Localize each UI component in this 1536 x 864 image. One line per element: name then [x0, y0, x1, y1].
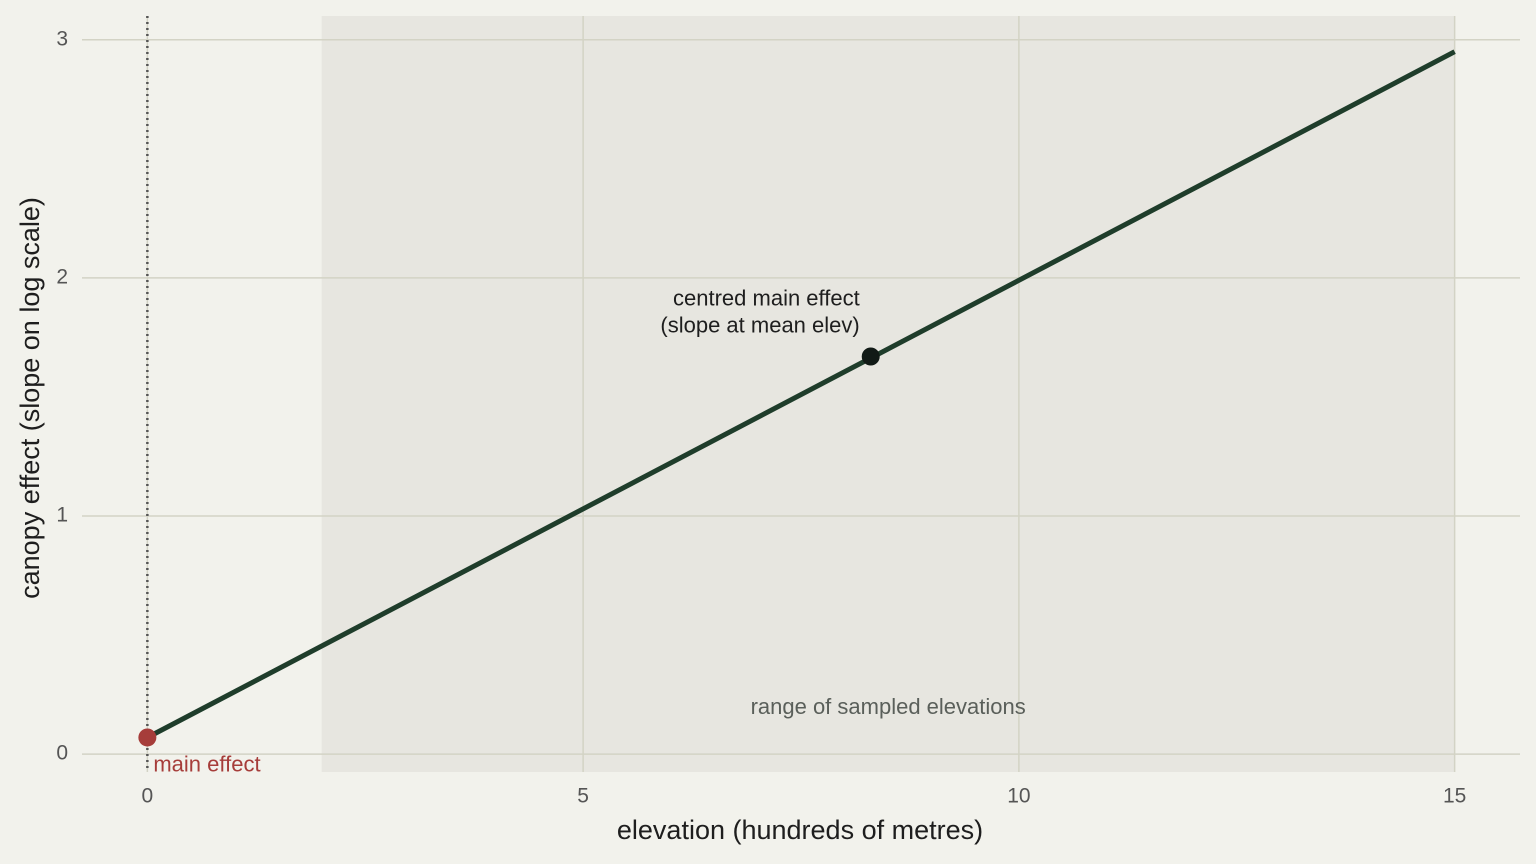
- x-axis-title: elevation (hundreds of metres): [617, 815, 983, 845]
- y-tick-label: 1: [56, 504, 68, 527]
- x-tick-label: 10: [1007, 785, 1030, 808]
- sampled-range: [321, 16, 1455, 772]
- x-tick-label: 0: [142, 785, 154, 808]
- y-axis-title: canopy effect (slope on log scale): [15, 197, 45, 599]
- band-label: range of sampled elevations: [751, 694, 1026, 719]
- point-label: main effect: [153, 751, 260, 776]
- effect-point: [138, 728, 157, 747]
- effect-point: [861, 347, 880, 366]
- y-tick-label: 0: [56, 742, 68, 765]
- point-label: centred main effect: [673, 285, 860, 310]
- effect-line: [146, 49, 1456, 740]
- x-tick-label: 15: [1443, 785, 1466, 808]
- y-tick-label: 3: [56, 27, 68, 50]
- y-tick-label: 2: [56, 265, 68, 288]
- point-label: (slope at mean elev): [660, 312, 859, 337]
- x-tick-label: 5: [577, 785, 589, 808]
